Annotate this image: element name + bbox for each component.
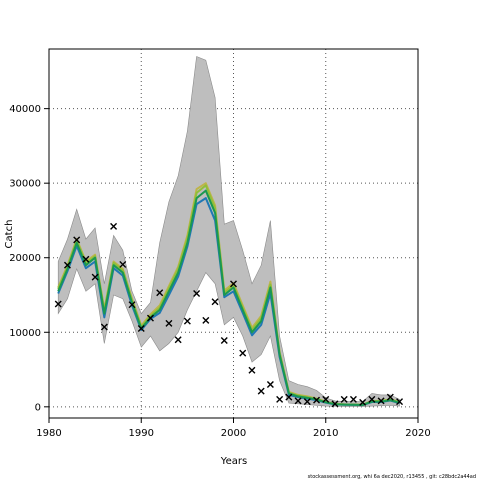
observed-point	[91, 273, 99, 281]
series-line-1	[57, 189, 400, 406]
observed-point	[156, 289, 164, 297]
observed-point	[230, 280, 237, 288]
axis-layer: 1980 1990 2000 2010 2020 0 10000 20000 30000 4000…	[9, 104, 431, 439]
observed-point	[396, 398, 404, 406]
observed-point	[137, 325, 145, 333]
observed-point	[276, 395, 284, 403]
observed-point	[63, 261, 71, 269]
observed-point	[174, 336, 182, 344]
observed-point	[119, 260, 127, 268]
observed-point	[303, 398, 311, 406]
observed-point	[146, 314, 154, 322]
y-tick-label: 20000	[9, 253, 41, 264]
observed-point	[331, 400, 339, 408]
observed-points-layer	[54, 222, 404, 408]
observed-point	[322, 395, 330, 403]
observed-point	[220, 336, 228, 344]
y-tick-label: 30000	[9, 179, 41, 190]
confidence-band	[57, 56, 400, 407]
y-axis-title: Catch	[4, 220, 15, 249]
observed-point	[266, 380, 274, 388]
observed-point	[193, 290, 201, 298]
y-tick-label: 0	[35, 402, 41, 413]
observed-point	[183, 317, 191, 325]
observed-point	[202, 316, 210, 324]
x-tick-label: 1980	[36, 428, 61, 439]
observed-point	[294, 397, 302, 405]
observed-point	[239, 349, 247, 357]
footer-text: stockassessment.org, whi 6a dec2020, r13…	[308, 474, 476, 480]
y-tick-label: 10000	[9, 328, 41, 339]
x-tick-label: 1990	[129, 428, 154, 439]
observed-point	[377, 397, 385, 405]
observed-point	[82, 255, 90, 263]
observed-point	[128, 301, 136, 309]
observed-point	[359, 398, 367, 406]
series-layer	[57, 182, 400, 407]
x-tick-label: 2000	[221, 428, 246, 439]
observed-point	[386, 393, 394, 401]
observed-point	[248, 366, 256, 374]
x-axis-title: Years	[220, 456, 247, 467]
observed-point	[110, 222, 118, 230]
observed-point	[211, 298, 219, 306]
observed-point	[349, 395, 357, 403]
observed-point	[100, 323, 108, 331]
x-tick-label: 2020	[405, 428, 430, 439]
confidence-band-layer	[57, 56, 400, 407]
x-tick-label: 2010	[313, 428, 338, 439]
observed-point	[368, 395, 376, 403]
observed-point	[165, 319, 173, 327]
observed-point	[285, 393, 293, 401]
observed-point	[257, 387, 265, 395]
observed-point	[313, 396, 321, 404]
observed-point	[54, 300, 62, 308]
y-tick-label: 40000	[9, 104, 41, 115]
observed-point	[340, 395, 348, 403]
observed-point	[73, 236, 81, 244]
